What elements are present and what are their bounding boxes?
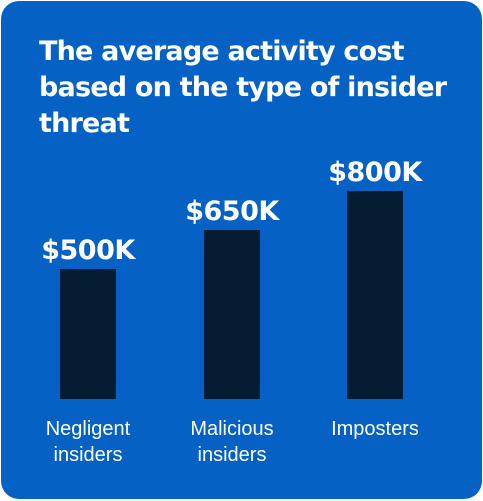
category-label-0: Negligent insiders: [46, 418, 131, 466]
data-label-2: $800K: [328, 157, 423, 188]
data-label-0: $500K: [41, 235, 136, 266]
category-label-2: Imposters: [331, 418, 419, 440]
category-label-1: Malicious insiders: [190, 418, 273, 466]
bar-1: [204, 230, 260, 399]
bar-0: [60, 269, 116, 399]
chart-title: The average activity cost based on the t…: [39, 36, 447, 139]
bar-2: [347, 191, 403, 399]
data-label-1: $650K: [185, 196, 280, 227]
